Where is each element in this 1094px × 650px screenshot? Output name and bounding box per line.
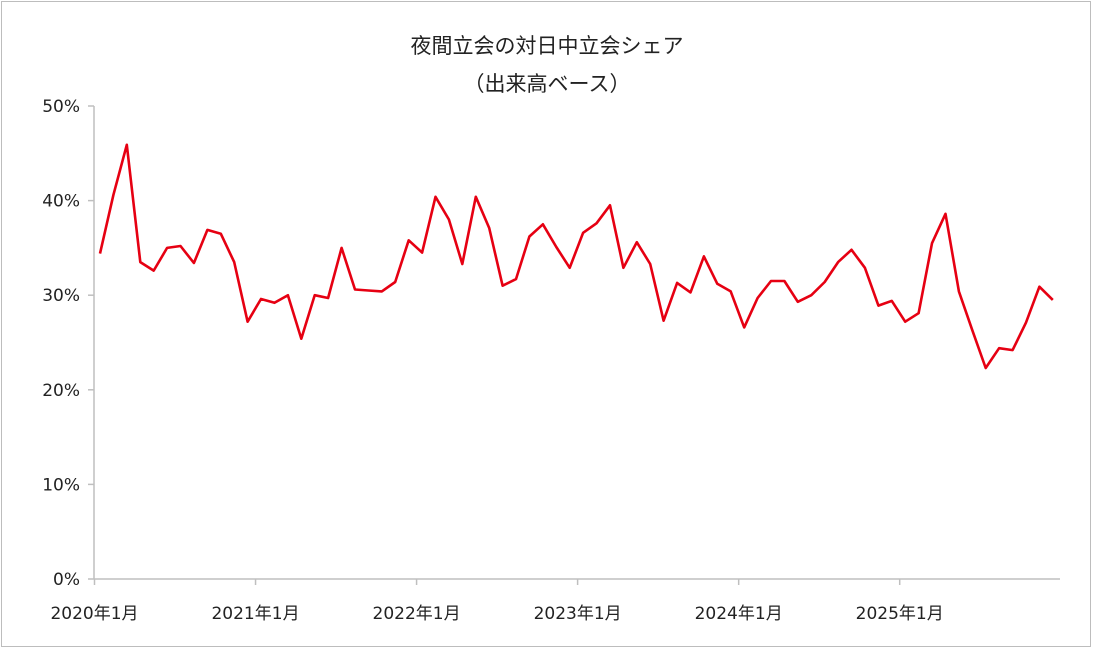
chart-subtitle: （出来高ベース） — [463, 72, 631, 96]
y-tick-label: 10% — [42, 475, 80, 495]
y-tick-label: 20% — [42, 381, 80, 401]
x-tick-label: 2025年1月 — [856, 604, 944, 624]
y-tick-label: 30% — [42, 286, 80, 306]
x-tick-label: 2022年1月 — [373, 604, 461, 624]
x-tick-label: 2024年1月 — [695, 604, 783, 624]
y-tick-label: 0% — [53, 570, 80, 590]
x-tick-label: 2023年1月 — [534, 604, 622, 624]
series-line — [98, 143, 1054, 370]
y-tick-label: 50% — [42, 97, 80, 117]
chart-title: 夜間立会の対日中立会シェア — [410, 34, 684, 58]
y-tick-label: 40% — [42, 192, 80, 212]
x-tick-label: 2021年1月 — [211, 604, 299, 624]
x-tick-label: 2020年1月 — [50, 604, 138, 624]
